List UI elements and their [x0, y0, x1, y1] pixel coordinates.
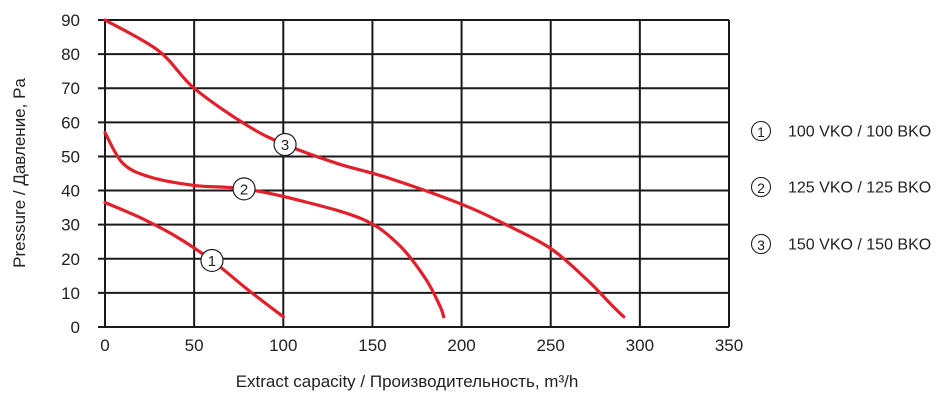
legend-label: 100 VKO / 100 BKO [788, 124, 931, 141]
x-axis-title: Extract capacity / Производительность, m… [236, 372, 579, 391]
marker-number: 3 [281, 137, 289, 154]
y-tick-label: 70 [61, 79, 80, 98]
legend-circle [750, 233, 772, 255]
series-line-2 [103, 131, 446, 319]
curve-marker-2: 2 [232, 177, 256, 201]
x-tick-label: 50 [185, 336, 204, 355]
x-tick-label: 300 [626, 336, 654, 355]
y-tick-label: 30 [61, 216, 80, 235]
curve-marker-1: 1 [200, 248, 224, 273]
x-tick-label: 150 [358, 336, 386, 355]
series-line-1 [103, 200, 285, 319]
legend-item-1: 1 100 VKO / 100 BKO [750, 120, 931, 142]
x-tick-label: 100 [269, 336, 297, 355]
legend-item-3: 3 150 VKO / 150 BKO [750, 233, 931, 255]
axis-ticks: 0 50 100 150 200 250 300 350 0 10 20 30 40 50 60 70 80 90 [61, 11, 743, 355]
legend-item-2: 2 125 VKO / 125 BKO [750, 176, 931, 198]
x-tick-label: 200 [447, 336, 475, 355]
chart-legend: 1 100 VKO / 100 BKO 2 125 VKO / 125 BKO 3 150… [750, 120, 931, 255]
curve-markers: 1 2 3 [200, 132, 297, 273]
legend-number: 3 [757, 237, 765, 253]
legend-label: 150 VKO / 150 BKO [788, 237, 931, 254]
legend-circle [750, 176, 772, 198]
y-tick-label: 0 [71, 318, 80, 337]
marker-circle [232, 177, 256, 201]
series-line-3 [103, 18, 626, 319]
y-tick-label: 50 [61, 147, 80, 166]
curve-marker-3: 3 [273, 132, 297, 157]
y-tick-label: 60 [61, 113, 80, 132]
x-tick-label: 0 [100, 336, 109, 355]
y-axis-title: Pressure / Давление, Pa [10, 78, 29, 268]
chart-curves [103, 18, 626, 319]
chart-grid [98, 19, 730, 328]
y-tick-label: 20 [61, 250, 80, 269]
legend-number: 1 [757, 124, 765, 140]
marker-number: 1 [208, 253, 216, 270]
legend-label: 125 VKO / 125 BKO [788, 180, 931, 197]
y-tick-label: 90 [61, 11, 80, 30]
y-tick-label: 80 [61, 45, 80, 64]
x-tick-label: 250 [537, 336, 565, 355]
legend-number: 2 [757, 180, 765, 196]
marker-circle [200, 248, 224, 273]
y-tick-label: 10 [61, 284, 80, 303]
marker-circle [273, 132, 297, 157]
y-tick-label: 40 [61, 182, 80, 201]
x-tick-label: 350 [715, 336, 743, 355]
legend-circle [750, 120, 772, 142]
marker-number: 2 [240, 181, 248, 198]
